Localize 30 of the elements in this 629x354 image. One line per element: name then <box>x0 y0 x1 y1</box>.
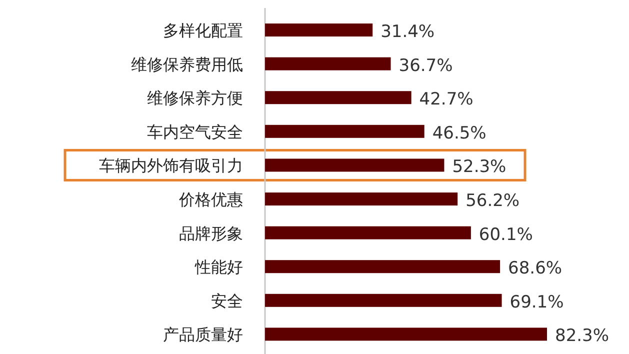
bar <box>265 226 471 240</box>
bar <box>265 57 391 70</box>
data-label: 42.7% <box>419 90 474 110</box>
y-tick-label: 品牌形象 <box>179 224 243 243</box>
data-label: 69.1% <box>510 292 564 312</box>
y-tick-label: 价格优惠 <box>178 190 243 209</box>
y-tick-label: 产品质量好 <box>163 325 243 344</box>
bar <box>265 260 500 274</box>
bar <box>265 124 424 138</box>
y-tick-label: 性能好 <box>194 258 243 277</box>
y-tick-label: 维修保养方便 <box>147 88 243 108</box>
data-label: 60.1% <box>478 224 533 245</box>
bar <box>265 91 412 104</box>
data-label: 82.3% <box>555 326 610 346</box>
bar <box>265 294 502 307</box>
bar <box>265 158 444 172</box>
y-tick-label: 车辆内外饰有吸引力 <box>99 156 243 176</box>
y-tick-label: 车内空气安全 <box>147 122 243 142</box>
bar <box>265 24 373 36</box>
bar <box>265 192 458 206</box>
data-label: 52.3% <box>452 157 506 178</box>
y-tick-label: 多样化配置 <box>163 21 243 40</box>
data-label: 56.2% <box>466 191 520 211</box>
data-label: 31.4% <box>380 22 435 42</box>
y-tick-label: 维修保养费用低 <box>131 54 243 74</box>
bar <box>265 328 547 341</box>
data-label: 46.5% <box>432 123 486 144</box>
data-label: 68.6% <box>508 258 562 279</box>
data-label: 36.7% <box>398 56 453 76</box>
y-tick-label: 安全 <box>211 291 243 310</box>
